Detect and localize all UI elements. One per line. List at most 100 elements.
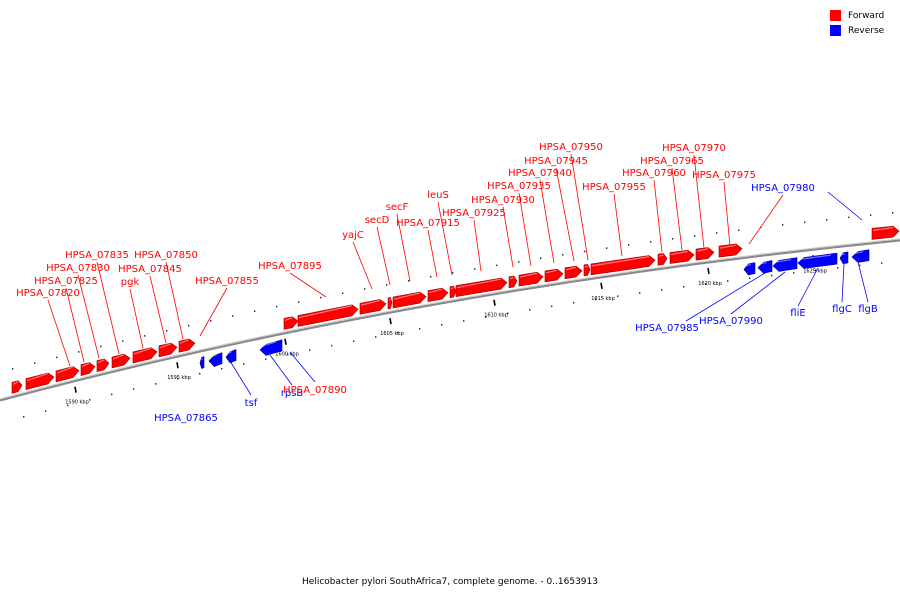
minor-tick	[111, 393, 113, 396]
minor-tick	[342, 292, 344, 295]
label-connector	[129, 288, 144, 349]
gene-label: HPSA_07955	[582, 182, 646, 193]
minor-tick	[628, 244, 630, 246]
major-tick	[284, 338, 287, 345]
gene-label: HPSA_07970	[662, 143, 726, 154]
gene-highlight	[591, 256, 650, 267]
legend-reverse-label: Reverse	[848, 25, 885, 36]
gene-highlight	[719, 244, 737, 249]
minor-tick	[67, 404, 69, 407]
minor-tick	[793, 272, 795, 274]
label-connector	[289, 272, 327, 298]
tick-label: 1595 kbp	[167, 375, 191, 381]
gene-highlight	[393, 292, 421, 300]
minor-tick	[133, 388, 135, 390]
minor-tick	[892, 212, 894, 214]
gene-label: HPSA_07975	[692, 170, 756, 181]
leus-gene	[449, 285, 457, 299]
minor-tick	[188, 324, 190, 327]
gene-label: HPSA_07820	[16, 288, 80, 299]
hpsa_07970-gene	[695, 247, 715, 261]
hpsa_07845-gene	[132, 347, 158, 364]
label-connector	[96, 261, 120, 355]
hpsa_07850-gene	[158, 342, 178, 358]
minor-tick	[298, 301, 300, 303]
gene-highlight	[360, 299, 381, 306]
minor-tick	[463, 320, 465, 322]
gene-label: fliE	[790, 308, 805, 319]
minor-tick	[518, 260, 520, 263]
minor-tick	[837, 267, 839, 269]
label-connector	[748, 194, 784, 245]
hpsa_07890-gene	[283, 316, 299, 330]
tick-label: 1620 kbp	[698, 281, 722, 287]
minor-tick	[78, 351, 80, 353]
minor-tick	[34, 362, 36, 364]
major-tick	[74, 386, 77, 393]
gene-highlight	[209, 354, 218, 359]
minor-tick	[265, 358, 267, 361]
minor-tick	[705, 283, 707, 285]
gene-label: HPSA_07895	[258, 261, 322, 272]
minor-tick	[166, 329, 168, 332]
minor-tick	[177, 377, 179, 380]
label-connector	[289, 351, 316, 383]
minor-tick	[331, 344, 333, 347]
minor-tick	[804, 221, 806, 224]
gene-highlight	[670, 250, 689, 256]
minor-tick	[716, 232, 718, 234]
gene-track	[11, 225, 900, 394]
label-connector	[396, 213, 411, 282]
label-connector	[352, 241, 373, 290]
minor-tick	[45, 410, 47, 412]
gene-highlight	[840, 253, 845, 256]
gene-highlight	[133, 347, 152, 355]
label-connector	[199, 287, 228, 337]
label-connector	[502, 206, 514, 268]
gene-label: tsf	[245, 398, 258, 409]
hpsa_07955-gene	[590, 255, 656, 276]
hpsa_07930-gene	[508, 275, 518, 289]
gene-label: HPSA_07990	[699, 316, 763, 327]
minor-tick	[507, 312, 509, 315]
hpsa_07855-gene	[178, 338, 196, 353]
label-connector	[437, 201, 453, 276]
gene-highlight	[159, 343, 172, 349]
gene-highlight	[298, 305, 353, 319]
major-tick	[493, 299, 496, 306]
unlabeled-gene	[11, 380, 23, 394]
label-connector	[570, 153, 589, 261]
genome-backbone	[0, 238, 900, 402]
label-connector	[555, 167, 575, 262]
gene-highlight	[284, 316, 293, 321]
gene-label: HPSA_07845	[118, 264, 182, 275]
gene-highlight	[260, 341, 277, 348]
hpsa_07915-gene	[427, 287, 449, 303]
hpsa_07985-gene	[757, 260, 773, 274]
hpsa_07960-gene	[657, 253, 668, 266]
minor-tick	[606, 247, 608, 249]
hpsa_07830-gene	[80, 362, 96, 377]
gene-label: pgk	[121, 277, 140, 288]
gene-highlight	[388, 298, 391, 301]
label-connector	[671, 167, 683, 251]
minor-tick	[254, 310, 256, 313]
gene-label: leuS	[427, 190, 449, 201]
label-connector	[65, 287, 85, 363]
minor-tick	[485, 316, 487, 318]
gene-highlight	[658, 254, 664, 257]
gene-label: HPSA_07940	[508, 168, 572, 179]
label-connector	[827, 191, 863, 221]
legend-forward-label: Forward	[848, 10, 885, 21]
gene-highlight	[97, 359, 105, 364]
figure-caption: Helicobacter pylori SouthAfrica7, comple…	[302, 577, 598, 587]
gene-label: rpsB	[281, 388, 304, 399]
hpsa_07835-gene	[96, 358, 110, 373]
minor-tick	[309, 349, 311, 351]
hpsa_07950-gene	[583, 264, 591, 277]
gene-label: HPSA_07865	[154, 413, 218, 424]
gene-highlight	[81, 362, 90, 368]
minor-tick	[364, 288, 366, 290]
gene-highlight	[456, 278, 502, 289]
hpsa_07990-gene	[772, 257, 798, 272]
